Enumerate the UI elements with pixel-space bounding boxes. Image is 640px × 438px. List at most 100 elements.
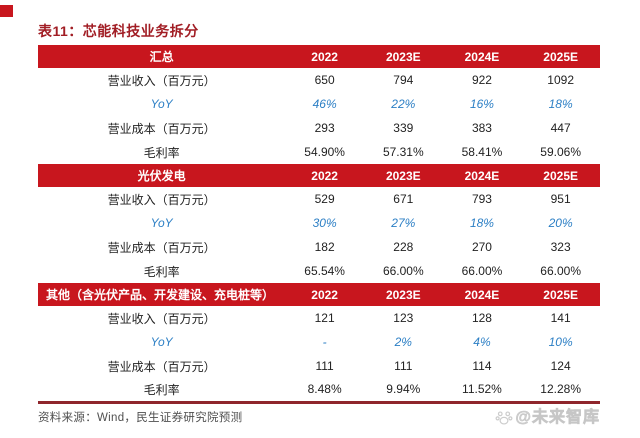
- table-row: YoY - 2% 4% 10%: [38, 330, 600, 354]
- cell-value: 66.00%: [382, 264, 424, 278]
- table-row: 营业收入（百万元） 650 794 922 1092: [38, 68, 600, 92]
- cell-value: 650: [314, 73, 335, 87]
- table-row: 营业收入（百万元） 121 123 128 141: [38, 306, 600, 330]
- cell-value: 20%: [548, 216, 573, 230]
- cell-value: 293: [314, 121, 335, 135]
- section-title: 其他（含光伏产品、开发建设、充电桩等）: [38, 283, 286, 306]
- column-header: 2025E: [521, 45, 600, 68]
- section-header-row: 其他（含光伏产品、开发建设、充电桩等） 2022 2023E 2024E 2025E: [38, 283, 600, 306]
- table-row: YoY 46% 22% 16% 18%: [38, 92, 600, 116]
- cell-value: 922: [471, 73, 492, 87]
- cell-value: 57.31%: [382, 145, 424, 159]
- table-row: 营业成本（百万元） 293 339 383 447: [38, 116, 600, 140]
- cell-value: 794: [393, 73, 414, 87]
- column-header: 2025E: [521, 283, 600, 306]
- cell-value: 4%: [473, 335, 491, 349]
- table-row: 毛利率 65.54% 66.00% 66.00% 66.00%: [38, 259, 600, 283]
- cell-value: -: [322, 335, 327, 349]
- cell-value: 10%: [548, 335, 573, 349]
- column-header: 2023E: [363, 283, 443, 306]
- cell-value: 111: [394, 359, 413, 373]
- cell-value: 18%: [469, 216, 494, 230]
- paw-icon: [495, 411, 513, 425]
- source-note: 资料来源：Wind，民生证券研究院预测: [38, 412, 243, 424]
- column-header: 2023E: [363, 164, 443, 187]
- column-header: 2022: [285, 45, 364, 68]
- page-corner-mark: [0, 5, 13, 17]
- column-header: 2024E: [442, 45, 522, 68]
- cell-value: 27%: [391, 216, 416, 230]
- row-label: 毛利率: [143, 145, 180, 160]
- cell-value: 65.54%: [304, 264, 345, 278]
- cell-value: 66.00%: [540, 264, 581, 278]
- row-label: 营业成本（百万元）: [107, 121, 216, 136]
- column-header: 2024E: [442, 283, 522, 306]
- cell-value: 114: [472, 359, 492, 373]
- cell-value: 18%: [548, 97, 573, 111]
- cell-value: 12.28%: [540, 382, 581, 397]
- cell-value: 46%: [312, 97, 337, 111]
- table-title: 表11：芯能科技业务拆分: [38, 23, 199, 39]
- cell-value: 671: [393, 192, 414, 206]
- section-header-row: 汇总 2022 2023E 2024E 2025E: [38, 45, 600, 68]
- cell-value: 141: [550, 311, 571, 325]
- cell-value: 9.94%: [386, 382, 421, 397]
- row-label: YoY: [150, 335, 173, 349]
- watermark-text: @未来智库: [515, 409, 600, 427]
- column-header: 2022: [285, 283, 364, 306]
- section-header-row: 光伏发电 2022 2023E 2024E 2025E: [38, 164, 600, 187]
- section-title: 光伏发电: [38, 164, 286, 187]
- cell-value: 270: [471, 240, 492, 254]
- cell-value: 383: [471, 121, 492, 135]
- column-header: 2025E: [521, 164, 600, 187]
- table-row: 营业成本（百万元） 182 228 270 323: [38, 235, 600, 259]
- column-header: 2023E: [363, 45, 443, 68]
- cell-value: 182: [314, 240, 335, 254]
- table-row: 毛利率 8.48% 9.94% 11.52% 12.28%: [38, 378, 600, 402]
- section-title: 汇总: [38, 45, 286, 68]
- cell-value: 1092: [547, 73, 574, 87]
- cell-value: 54.90%: [304, 145, 345, 159]
- column-header: 2024E: [442, 164, 522, 187]
- table-row: 毛利率 54.90% 57.31% 58.41% 59.06%: [38, 140, 600, 164]
- table-row: 营业收入（百万元） 529 671 793 951: [38, 187, 600, 211]
- footer: 资料来源：Wind，民生证券研究院预测 @未来智库: [38, 409, 600, 427]
- business-table-body: 汇总 2022 2023E 2024E 2025E 营业收入（百万元） 650 794 922 1…: [38, 45, 600, 402]
- cell-value: 121: [314, 311, 335, 325]
- watermark: @未来智库: [495, 409, 600, 427]
- column-header: 2022: [285, 164, 364, 187]
- cell-value: 951: [550, 192, 571, 206]
- cell-value: 124: [550, 359, 571, 373]
- row-label: 营业成本（百万元）: [107, 359, 216, 374]
- row-label: 营业收入（百万元）: [107, 311, 216, 326]
- cell-value: 529: [314, 192, 335, 206]
- cell-value: 339: [393, 121, 414, 135]
- row-label: 毛利率: [143, 264, 180, 279]
- cell-value: 228: [393, 240, 414, 254]
- cell-value: 128: [471, 311, 492, 325]
- cell-value: 66.00%: [461, 264, 503, 278]
- cell-value: 793: [471, 192, 492, 206]
- business-breakdown-table: 汇总 2022 2023E 2024E 2025E 营业收入（百万元） 650 794 922 1…: [38, 45, 600, 404]
- cell-value: 22%: [391, 97, 416, 111]
- cell-value: 447: [550, 121, 571, 135]
- cell-value: 111: [315, 359, 334, 373]
- cell-value: 8.48%: [307, 382, 342, 397]
- row-label: 营业收入（百万元）: [107, 73, 216, 88]
- cell-value: 59.06%: [540, 145, 581, 159]
- cell-value: 11.52%: [462, 382, 502, 397]
- row-label: 营业收入（百万元）: [107, 192, 216, 207]
- row-label: 营业成本（百万元）: [107, 240, 216, 255]
- cell-value: 323: [550, 240, 571, 254]
- row-label: 毛利率: [143, 382, 180, 397]
- report-table-block: 表11：芯能科技业务拆分 汇总 2022 2023E 2024E 2025E 营业收入（百…: [38, 22, 600, 404]
- row-label: YoY: [150, 97, 173, 111]
- cell-value: 123: [393, 311, 414, 325]
- table-row: 营业成本（百万元） 111 111 114 124: [38, 354, 600, 378]
- cell-value: 16%: [469, 97, 494, 111]
- cell-value: 30%: [312, 216, 337, 230]
- cell-value: 2%: [394, 335, 412, 349]
- cell-value: 58.41%: [461, 145, 503, 159]
- table-row: YoY 30% 27% 18% 20%: [38, 211, 600, 235]
- row-label: YoY: [150, 216, 173, 230]
